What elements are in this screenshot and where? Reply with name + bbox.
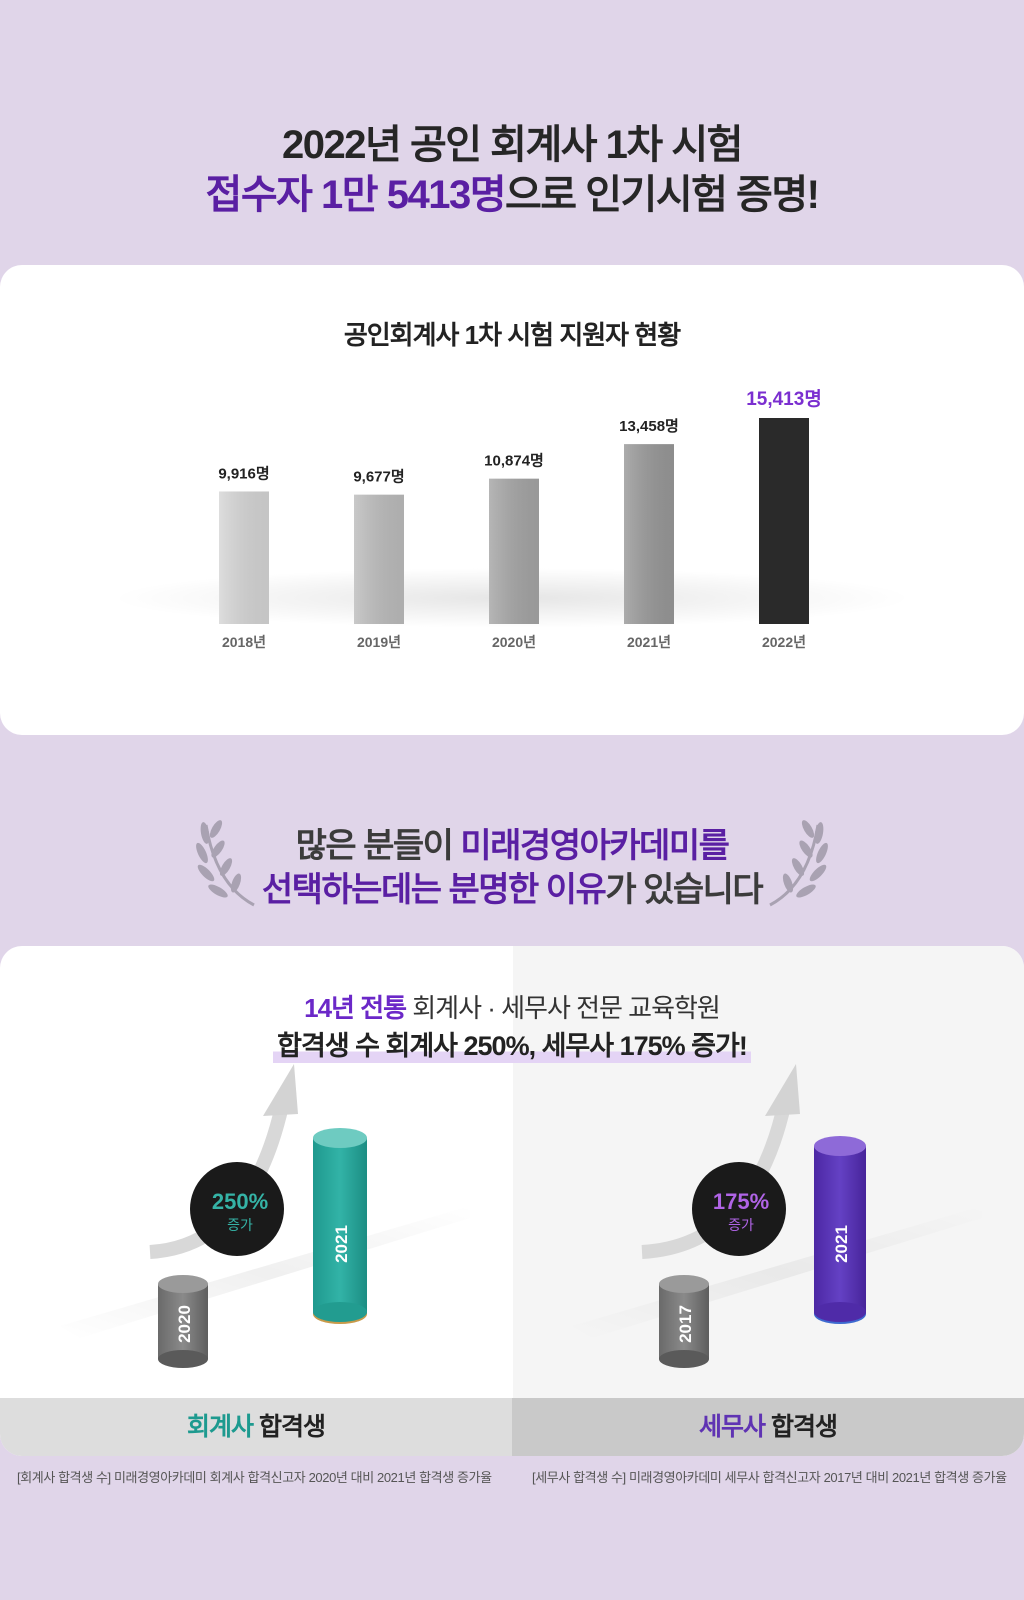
reason-heading-line2: 선택하는데는 분명한 이유가 있습니다 bbox=[0, 862, 1024, 911]
accountant-label-highlight: 회계사 bbox=[187, 1413, 254, 1441]
percent-increase-label: 증가 bbox=[227, 1217, 253, 1233]
pass-intro-highlight: 14년 전통 bbox=[304, 993, 407, 1023]
accountant-label-bar: 회계사 합격생 bbox=[0, 1398, 512, 1456]
taxaccountant-label-highlight: 세무사 bbox=[699, 1413, 766, 1441]
pass-intro-line2-wrap: 합격생 수 회계사 250%, 세무사 175% 증가! bbox=[0, 1024, 1024, 1063]
taxaccountant-growth-graphic: 2017 2021 175% 증가 bbox=[572, 1064, 982, 1368]
bar-value-label: 13,458명 bbox=[619, 417, 679, 435]
arrow-up-icon bbox=[263, 1064, 298, 1116]
headline-highlight: 접수자 1만 5413명 bbox=[205, 173, 507, 217]
reason-heading-line1: 많은 분들이 미래경영아카데미를 bbox=[0, 818, 1024, 867]
cylinder-from-year: 2017 bbox=[676, 1305, 695, 1343]
bar-sheen bbox=[219, 491, 269, 624]
percent-badge bbox=[692, 1162, 786, 1256]
bar-value-label: 10,874명 bbox=[484, 452, 544, 470]
percent-increase-label: 증가 bbox=[728, 1217, 754, 1233]
pass-intro-line1: 14년 전통 회계사 · 세무사 전문 교육학원 bbox=[0, 988, 1024, 1025]
laurel-right-icon bbox=[769, 820, 828, 907]
percent-badge bbox=[190, 1162, 284, 1256]
reason-plain-1: 많은 분들이 bbox=[295, 827, 461, 865]
x-tick-label: 2019년 bbox=[357, 634, 401, 650]
pass-card: 14년 전통 회계사 · 세무사 전문 교육학원 합격생 수 회계사 250%,… bbox=[0, 946, 1024, 1456]
bar-sheen bbox=[624, 444, 674, 624]
bar-sheen bbox=[489, 478, 539, 624]
taxaccountant-label-bar: 세무사 합격생 bbox=[512, 1398, 1024, 1456]
bar-sheen bbox=[354, 494, 404, 624]
accountant-growth-graphic: 2020 2021 250% 증가 bbox=[60, 1064, 470, 1368]
x-tick-label: 2021년 bbox=[627, 634, 671, 650]
bar-value-label: 9,677명 bbox=[353, 468, 404, 486]
accountant-label-rest: 합격생 bbox=[253, 1413, 326, 1441]
pass-intro-line2: 합격생 수 회계사 250%, 세무사 175% 증가! bbox=[273, 1024, 751, 1063]
x-tick-label: 2020년 bbox=[492, 634, 536, 650]
reason-highlight-2: 선택하는데는 분명한 이유 bbox=[261, 871, 607, 909]
taxaccountant-footnote: [세무사 합격생 수] 미래경영아카데미 세무사 합격신고자 2017년 대비 … bbox=[532, 1470, 1007, 1485]
x-tick-label: 2018년 bbox=[222, 634, 266, 650]
taxaccountant-label-rest: 합격생 bbox=[765, 1413, 838, 1441]
cylinder-to-year: 2021 bbox=[332, 1225, 351, 1263]
pass-intro-rest: 회계사 · 세무사 전문 교육학원 bbox=[406, 993, 721, 1023]
reason-highlight-1: 미래경영아카데미를 bbox=[460, 827, 730, 865]
reason-plain-2: 가 있습니다 bbox=[605, 871, 763, 909]
percent-value: 250% bbox=[212, 1189, 268, 1214]
headline-line2: 접수자 1만 5413명으로 인기시험 증명! bbox=[0, 162, 1024, 220]
chart-title: 공인회계사 1차 시험 지원자 현황 bbox=[343, 320, 681, 350]
x-tick-label: 2022년 bbox=[762, 634, 806, 650]
bar-value-label: 15,413명 bbox=[746, 388, 822, 410]
chart-card: 공인회계사 1차 시험 지원자 현황 9,916명 2018년 9,677명 2019… bbox=[0, 265, 1024, 735]
arrow-up-icon bbox=[765, 1064, 800, 1116]
percent-value: 175% bbox=[713, 1189, 769, 1214]
applicants-bar-chart: 9,916명 2018년 9,677명 2019년 10,874명 2020년 13,458… bbox=[112, 388, 912, 650]
bar-value-label: 9,916명 bbox=[218, 464, 269, 482]
headline-line1: 2022년 공인 회계사 1차 시험 bbox=[282, 123, 743, 167]
cylinder-from-year: 2020 bbox=[175, 1305, 194, 1343]
accountant-footnote: [회계사 합격생 수] 미래경영아카데미 회계사 합격신고자 2020년 대비 … bbox=[17, 1470, 492, 1485]
laurel-left-icon bbox=[196, 820, 255, 907]
bar-2022년 bbox=[759, 418, 809, 624]
cylinder-to-year: 2021 bbox=[832, 1225, 851, 1263]
headline-rest: 으로 인기시험 증명! bbox=[505, 173, 820, 217]
